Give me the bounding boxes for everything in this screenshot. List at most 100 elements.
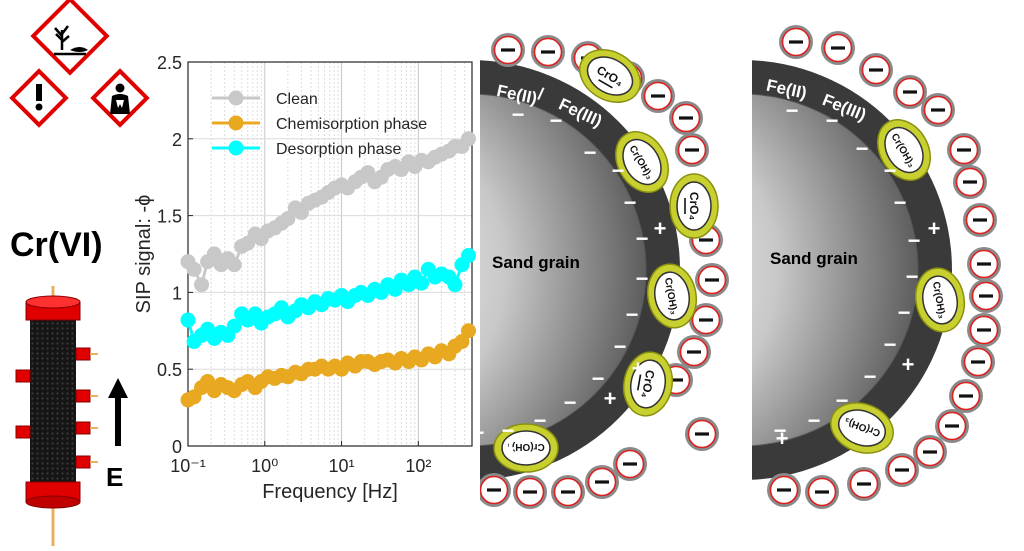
- negative-charge-circle: [969, 279, 1003, 313]
- adsorbate-label: Cr(OH)₃: [507, 441, 545, 452]
- negative-charge-circle: [675, 133, 709, 167]
- negative-charge-circle: [961, 345, 995, 379]
- field-arrow-label: E: [106, 462, 124, 492]
- negative-charge-circle: [669, 101, 703, 135]
- y-tick-label: 0.5: [157, 360, 182, 380]
- inner-negative-sign: −: [550, 108, 563, 133]
- y-tick-label: 1: [172, 283, 182, 303]
- inner-negative-sign: −: [592, 366, 605, 391]
- negative-charge-circle: [689, 303, 723, 337]
- series-desorption-phase: [180, 248, 476, 350]
- sand-grain: [480, 93, 647, 447]
- outer-positive-sign: +: [632, 356, 645, 381]
- data-point: [454, 334, 470, 350]
- outer-positive-sign: +: [504, 436, 517, 461]
- legend-marker: [228, 90, 244, 106]
- data-point: [460, 323, 476, 339]
- outer-positive-sign: +: [928, 216, 941, 241]
- negative-charge-circle: [641, 79, 675, 113]
- negative-charge-circle: [551, 475, 585, 509]
- core-label: Sand grain: [492, 253, 580, 272]
- inner-negative-sign: −: [894, 190, 907, 215]
- outer-positive-sign: +: [604, 386, 617, 411]
- x-tick-label: 10¹: [329, 456, 355, 476]
- negative-charge-circle: [847, 467, 881, 501]
- inner-negative-sign: −: [808, 408, 821, 433]
- inner-negative-sign: −: [884, 158, 897, 183]
- x-tick-label: 10⁻¹: [170, 456, 206, 476]
- inner-negative-sign: −: [836, 388, 849, 413]
- hydroxide-adsorbate: Cr(OH)₃: [877, 119, 931, 181]
- hydroxide-adsorbate: Cr(OH)₃: [914, 267, 966, 333]
- negative-charge-circle: [885, 453, 919, 487]
- series-clean: [180, 131, 476, 293]
- y-tick-label: 1.5: [157, 207, 182, 227]
- negative-charge-circle: [963, 203, 997, 237]
- negative-charge-circle: [821, 31, 855, 65]
- negative-charge-circle: [677, 335, 711, 369]
- negative-charge-circle: [935, 409, 969, 443]
- negative-charge-circle: [480, 473, 511, 507]
- negative-charge-circle: [767, 473, 801, 507]
- inner-negative-sign: −: [636, 266, 649, 291]
- negative-charge-circle: [491, 33, 525, 67]
- core-label: Sand grain: [770, 249, 858, 268]
- data-point: [460, 248, 476, 264]
- series-chemisorption-phase: [180, 323, 476, 408]
- inner-negative-sign: −: [564, 390, 577, 415]
- inner-negative-sign: −: [906, 264, 919, 289]
- negative-charge-circle: [695, 263, 729, 297]
- health-hazard-icon: [90, 68, 150, 128]
- x-axis-label: Frequency [Hz]: [262, 481, 398, 503]
- data-point: [460, 131, 476, 147]
- negative-charge-circle: [859, 53, 893, 87]
- outer-positive-sign: +: [776, 426, 789, 451]
- hydroxide-adsorbate: Cr(OH)₃: [830, 402, 894, 454]
- negative-charge-circle: [613, 447, 647, 481]
- y-tick-label: 0: [172, 437, 182, 457]
- inner-negative-sign: −: [908, 228, 921, 253]
- negative-charge-circle: [531, 35, 565, 69]
- data-point: [447, 277, 463, 293]
- y-tick-label: 2: [172, 130, 182, 150]
- legend-label: Chemisorption phase: [276, 116, 427, 133]
- inner-negative-sign: −: [626, 302, 639, 327]
- negative-charge-circle: [913, 435, 947, 469]
- inner-negative-sign: −: [636, 226, 649, 251]
- species-label: Cr(VI): [10, 226, 103, 264]
- chart-legend: Clean Chemisorption phase Desorption phase: [212, 90, 427, 158]
- adsorbate-label: CrO₄: [687, 192, 701, 221]
- chromate-adsorbate: CrO₄: [669, 173, 719, 239]
- exclamation-hazard-icon: [9, 68, 69, 128]
- negative-charge-circle: [685, 417, 719, 451]
- negative-charge-circle: [953, 165, 987, 199]
- inner-negative-sign: −: [774, 418, 787, 443]
- negative-charge-circle: [805, 475, 839, 509]
- chromate-adsorbate: CrO₄: [622, 351, 674, 417]
- inner-negative-sign: −: [786, 98, 799, 123]
- legend-label: Desorption phase: [276, 141, 402, 158]
- data-point: [206, 246, 222, 262]
- sand-grain: [752, 93, 919, 447]
- data-point: [226, 318, 242, 334]
- legend-marker: [228, 140, 244, 156]
- inner-negative-sign: −: [898, 300, 911, 325]
- negative-charge-circle: [947, 133, 981, 167]
- inner-negative-sign: −: [612, 158, 625, 183]
- data-point: [180, 312, 196, 328]
- negative-charge-circle: [779, 25, 813, 59]
- adsorbate-label: CrO₄: [639, 369, 658, 400]
- data-point: [186, 261, 202, 277]
- inner-negative-sign: −: [864, 364, 877, 389]
- hydroxide-adsorbate: Cr(OH)₃: [615, 131, 669, 193]
- sip-chart: 0 0.5 1 1.5 2 2.5 10⁻¹ 10⁰ 10¹ 10² Frequency [Hz] S…: [133, 53, 476, 503]
- inner-negative-sign: −: [512, 102, 525, 127]
- grain-panel-2: Cr(OH)₃Cr(OH)₃Cr(OH)₃− −−−−−−−−−−−−+++ Fe…: [752, 25, 1003, 509]
- chromate-adsorbate: CrO₄: [579, 49, 641, 103]
- negative-charge-circle: [949, 379, 983, 413]
- hydroxide-adsorbate: Cr(OH)₃: [493, 423, 559, 473]
- column-diagram: [15, 286, 128, 546]
- hydroxide-adsorbate: Cr(OH)₃: [646, 263, 698, 329]
- negative-charge-circle: [585, 465, 619, 499]
- inner-negative-sign: −: [826, 108, 839, 133]
